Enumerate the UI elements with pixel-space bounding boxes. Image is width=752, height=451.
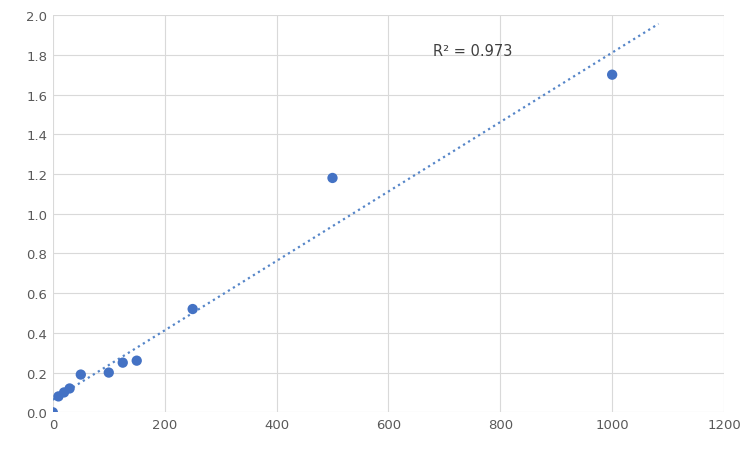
Point: [117, 359, 129, 367]
Text: R² = 0.973: R² = 0.973: [433, 44, 513, 59]
Point: [74, 371, 86, 378]
Point: [58, 389, 70, 396]
Point: [606, 72, 618, 79]
Point: [326, 175, 338, 182]
Point: [47, 409, 59, 416]
Point: [64, 385, 76, 392]
Point: [131, 357, 143, 364]
Point: [103, 369, 115, 376]
Point: [53, 393, 65, 400]
Point: [186, 306, 199, 313]
